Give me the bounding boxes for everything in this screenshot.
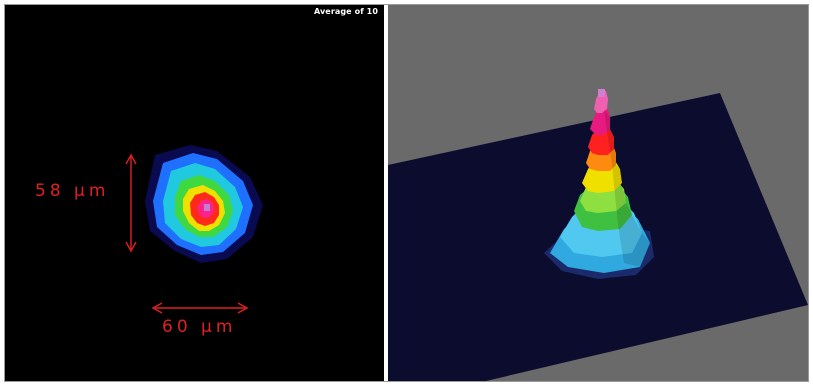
horizontal-dimension-arrow	[151, 302, 249, 314]
average-label: Average of 10	[313, 7, 378, 16]
beam-3d-plot	[388, 89, 808, 381]
beam-profile-3d-panel	[388, 5, 808, 381]
horizontal-dimension-label: 60 µm	[162, 317, 237, 337]
beam-spot	[145, 145, 263, 263]
vertical-dimension-arrow	[125, 153, 137, 253]
beam-profile-2d-panel: Average of 10 58 µm 60 µm	[5, 5, 384, 381]
vertical-dimension-label: 58 µm	[35, 181, 110, 201]
beam-heatmap	[125, 145, 263, 314]
beam-peak	[544, 89, 654, 279]
